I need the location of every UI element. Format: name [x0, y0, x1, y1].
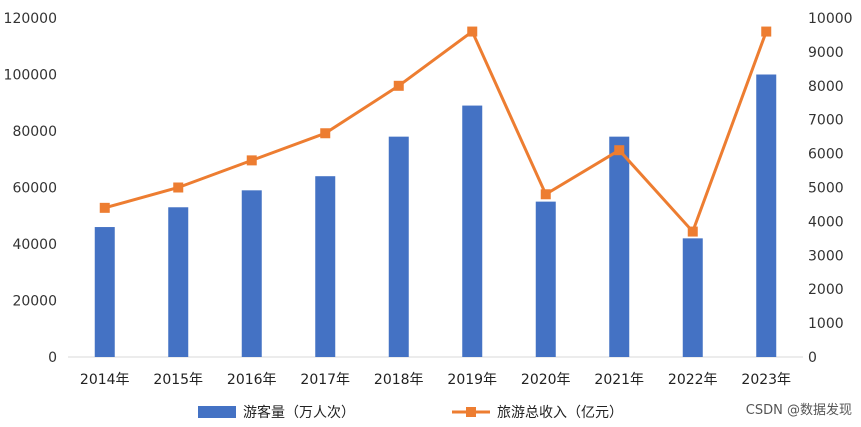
line-point: [173, 182, 184, 193]
category-label: 2014年: [80, 372, 130, 388]
left-axis-ticks: 0 20000 40000 60000 80000 100000 120000: [4, 11, 57, 366]
right-tick-label: 1000: [808, 316, 844, 332]
right-tick-label: 10000: [808, 11, 853, 27]
right-tick-label: 5000: [808, 181, 844, 197]
left-tick-label: 120000: [4, 11, 57, 27]
legend-line-label: 旅游总收入（亿元）: [497, 405, 623, 421]
bar: [94, 227, 115, 357]
right-tick-label: 7000: [808, 113, 844, 129]
line-point: [393, 80, 404, 91]
bar: [388, 136, 409, 357]
left-tick-label: 100000: [4, 68, 57, 84]
right-tick-label: 6000: [808, 147, 844, 163]
bar: [609, 136, 630, 357]
left-tick-label: 60000: [12, 181, 57, 197]
left-tick-label: 20000: [12, 294, 57, 310]
bar: [535, 201, 556, 357]
category-label: 2019年: [447, 372, 497, 388]
revenue-markers: [99, 26, 772, 237]
category-labels: 2014年 2015年 2016年 2017年 2018年 2019年 2020年 2021年…: [80, 372, 791, 388]
legend-bar-swatch: [198, 406, 236, 418]
legend: 游客量（万人次） 旅游总收入（亿元）: [198, 404, 623, 421]
left-tick-label: 0: [48, 350, 57, 366]
watermark: CSDN @数据发现: [746, 402, 852, 418]
legend-line-marker: [466, 407, 476, 417]
category-label: 2021年: [594, 372, 644, 388]
left-tick-label: 80000: [12, 124, 57, 140]
bar: [682, 238, 703, 357]
bar: [168, 207, 189, 357]
line-point: [99, 202, 110, 213]
left-tick-label: 40000: [12, 237, 57, 253]
right-axis-ticks: 0 1000 2000 3000 4000 5000 6000 7000 8000 9000 100…: [808, 11, 853, 366]
category-label: 2018年: [374, 372, 424, 388]
right-tick-label: 2000: [808, 282, 844, 298]
line-point: [467, 26, 478, 37]
right-tick-label: 8000: [808, 79, 844, 95]
line-point: [246, 155, 257, 166]
right-tick-label: 4000: [808, 214, 844, 230]
category-label: 2020年: [521, 372, 571, 388]
bar-series: [94, 74, 777, 357]
right-tick-label: 9000: [808, 45, 844, 61]
bar: [756, 74, 777, 357]
line-point: [540, 189, 551, 200]
bar: [315, 176, 336, 357]
line-point: [761, 26, 772, 37]
category-label: 2016年: [227, 372, 277, 388]
legend-bar-label: 游客量（万人次）: [243, 404, 355, 421]
line-point: [614, 145, 625, 156]
bar: [462, 105, 483, 357]
right-tick-label: 0: [808, 350, 817, 366]
category-label: 2023年: [741, 372, 791, 388]
category-label: 2022年: [668, 372, 718, 388]
category-label: 2015年: [153, 372, 203, 388]
right-tick-label: 3000: [808, 248, 844, 264]
line-point: [320, 128, 331, 139]
bar: [241, 190, 262, 357]
category-label: 2017年: [300, 372, 350, 388]
line-point: [687, 226, 698, 237]
revenue-line: [104, 29, 768, 235]
